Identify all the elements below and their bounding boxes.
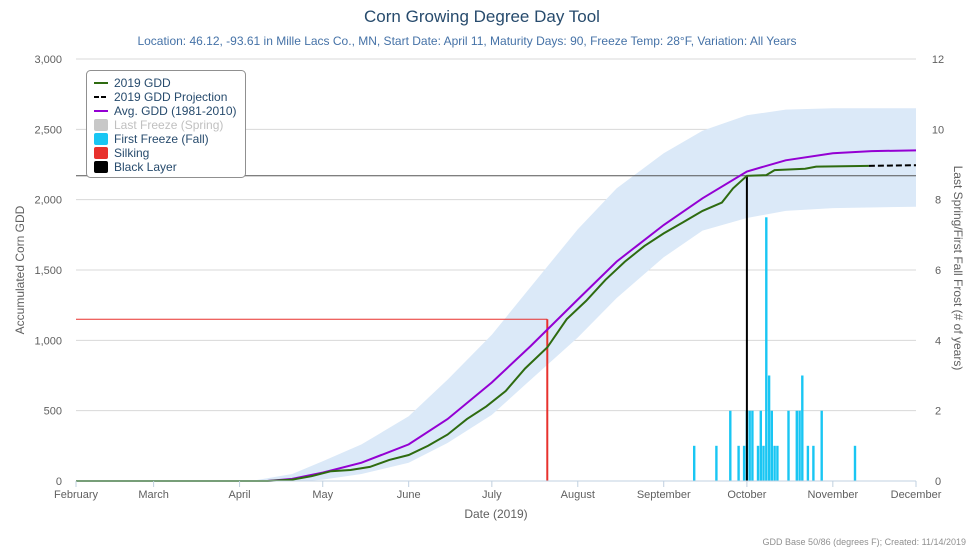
legend-label: Black Layer bbox=[114, 160, 177, 174]
x-axis-title: Date (2019) bbox=[464, 507, 527, 521]
y2-tick-label: 2 bbox=[935, 406, 941, 418]
legend-item[interactable]: Last Freeze (Spring) bbox=[94, 118, 223, 132]
y2-axis-ticks: 0 2 4 6 8 10 12 bbox=[932, 54, 944, 488]
first-freeze-bar bbox=[762, 445, 765, 481]
y2-axis-title: Last Spring/First Fall Frost (# of years… bbox=[951, 166, 965, 371]
chart-title: Corn Growing Degree Day Tool bbox=[364, 7, 600, 26]
y2-tick-label: 4 bbox=[935, 335, 941, 347]
first-freeze-bar bbox=[795, 410, 798, 481]
legend-label: 2019 GDD Projection bbox=[114, 90, 227, 104]
first-freeze-bar bbox=[798, 410, 801, 481]
legend-swatch-icon bbox=[94, 161, 108, 173]
x-tick-label: November bbox=[807, 489, 858, 501]
x-tick-label: March bbox=[138, 489, 169, 501]
first-freeze-bar bbox=[776, 445, 779, 481]
first-freeze-bar bbox=[737, 445, 740, 481]
y-axis-ticks: 0 500 1,000 1,500 2,000 2,500 3,000 bbox=[34, 54, 62, 488]
x-tick-label: April bbox=[229, 489, 251, 501]
y2-tick-label: 8 bbox=[935, 195, 941, 207]
first-freeze-bar bbox=[806, 445, 810, 481]
legend-label: Last Freeze (Spring) bbox=[114, 118, 223, 132]
first-freeze-bar bbox=[693, 445, 696, 481]
chart-subtitle: Location: 46.12, -93.61 in Mille Lacs Co… bbox=[137, 34, 796, 48]
y-tick-label: 500 bbox=[44, 406, 62, 418]
y-tick-label: 3,000 bbox=[34, 54, 62, 66]
y2-tick-label: 10 bbox=[932, 124, 944, 136]
x-tick-label: August bbox=[561, 489, 595, 501]
first-freeze-bar bbox=[787, 410, 790, 481]
gdd-range-band bbox=[76, 108, 916, 481]
legend-label: Avg. GDD (1981-2010) bbox=[114, 104, 237, 118]
legend-item[interactable]: 2019 GDD bbox=[94, 76, 171, 90]
legend-item[interactable]: Silking bbox=[94, 146, 149, 160]
y2-tick-label: 6 bbox=[935, 265, 941, 277]
first-freeze-bar bbox=[801, 375, 804, 481]
x-tick-label: May bbox=[312, 489, 333, 501]
x-axis-ticks: February March April May June July August Septe… bbox=[54, 481, 942, 501]
x-tick-label: October bbox=[727, 489, 766, 501]
gdd-series bbox=[76, 149, 917, 482]
first-freeze-bar bbox=[853, 445, 857, 481]
y2-tick-label: 12 bbox=[932, 54, 944, 66]
legend-swatch-icon bbox=[94, 133, 108, 145]
y-tick-label: 2,000 bbox=[34, 195, 62, 207]
first-freeze-bar bbox=[770, 410, 773, 481]
chart-credit: GDD Base 50/86 (degrees F); Created: 11/… bbox=[763, 537, 966, 547]
y-tick-label: 2,500 bbox=[34, 124, 62, 136]
x-tick-label: September bbox=[637, 489, 691, 501]
first-freeze-bar bbox=[729, 410, 732, 481]
y-tick-label: 1,500 bbox=[34, 265, 62, 277]
x-tick-label: June bbox=[397, 489, 421, 501]
legend-swatch-icon bbox=[94, 119, 108, 131]
gdd-2019-line bbox=[76, 164, 869, 482]
y-tick-label: 1,000 bbox=[34, 335, 62, 347]
legend-item[interactable]: 2019 GDD Projection bbox=[94, 90, 227, 104]
first-freeze-bar bbox=[715, 445, 718, 481]
first-freeze-bar bbox=[767, 375, 771, 481]
first-freeze-bar bbox=[759, 410, 762, 481]
legend-box bbox=[86, 70, 246, 178]
legend-item[interactable]: Avg. GDD (1981-2010) bbox=[94, 104, 237, 118]
y-axis-title: Accumulated Corn GDD bbox=[13, 205, 27, 334]
legend-label: 2019 GDD bbox=[114, 76, 171, 90]
legend-swatch-icon bbox=[94, 147, 108, 159]
gdd-range-area bbox=[76, 108, 916, 481]
first-freeze-bar bbox=[765, 217, 768, 482]
first-freeze-bar bbox=[748, 410, 751, 481]
x-tick-label: February bbox=[54, 489, 99, 501]
first-freeze-bar bbox=[820, 410, 823, 481]
gdd-projection-line bbox=[868, 164, 917, 167]
first-freeze-bar bbox=[742, 445, 746, 481]
y-tick-label: 0 bbox=[56, 476, 62, 488]
first-freeze-bar bbox=[773, 445, 776, 481]
first-freeze-bar bbox=[751, 410, 754, 481]
x-tick-label: July bbox=[482, 489, 502, 501]
legend-item[interactable]: First Freeze (Fall) bbox=[94, 132, 209, 146]
legend-label: Silking bbox=[114, 146, 149, 160]
x-tick-label: December bbox=[891, 489, 942, 501]
first-freeze-bar bbox=[756, 445, 760, 481]
y2-tick-label: 0 bbox=[935, 476, 941, 488]
legend-label: First Freeze (Fall) bbox=[114, 132, 209, 146]
legend-item[interactable]: Black Layer bbox=[94, 160, 177, 174]
first-freeze-bar bbox=[812, 445, 815, 481]
